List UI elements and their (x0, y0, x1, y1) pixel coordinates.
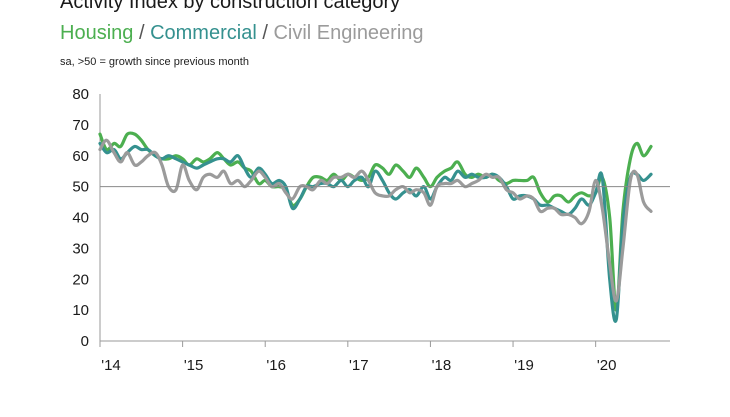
legend-commercial: Commercial (150, 22, 257, 44)
y-tick-label: 0 (81, 333, 89, 350)
y-tick-label: 10 (72, 302, 89, 319)
legend: Housing / Commercial / Civil Engineering (60, 21, 424, 45)
chart-subtitle: sa, >50 = growth since previous month (60, 56, 249, 68)
chart-title: Activity Index by construction category (60, 0, 401, 13)
legend-separator: / (138, 22, 145, 44)
y-tick-label: 60 (72, 148, 89, 165)
y-tick-label: 20 (72, 271, 89, 288)
y-tick-label: 30 (72, 240, 89, 257)
x-tick-label: '19 (514, 357, 534, 374)
y-tick-label: 80 (72, 86, 89, 103)
series-line-civil-engineering (98, 138, 653, 303)
y-tick-label: 50 (72, 179, 89, 196)
legend-civil-engineering: Civil Engineering (273, 22, 424, 44)
legend-housing: Housing (60, 22, 134, 44)
x-tick-label: '18 (432, 357, 452, 374)
x-tick-label: '17 (349, 357, 369, 374)
series-line-commercial (98, 141, 653, 323)
x-tick-label: '16 (266, 357, 286, 374)
series-line-housing (98, 131, 653, 312)
x-tick-label: '20 (597, 357, 617, 374)
legend-separator: / (262, 22, 268, 44)
x-tick-label: '15 (184, 357, 204, 374)
x-tick-label: '14 (101, 357, 121, 374)
y-tick-label: 70 (72, 117, 89, 134)
y-tick-label: 40 (72, 210, 89, 227)
